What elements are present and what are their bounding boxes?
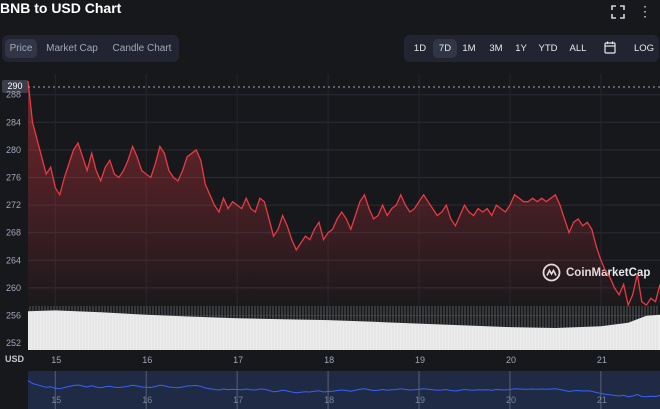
range-all-button[interactable]: ALL xyxy=(569,43,587,54)
navigator-tick-label: 21 xyxy=(597,395,607,405)
navigator-tick-label: 15 xyxy=(51,395,61,405)
y-tick-label: 256 xyxy=(6,311,21,321)
tab-price[interactable]: Price xyxy=(5,39,37,58)
y-tick-label: 268 xyxy=(6,228,21,238)
y-tick-label: 276 xyxy=(6,173,21,183)
tab-candle-chart[interactable]: Candle Chart xyxy=(112,43,172,54)
x-tick-label: 20 xyxy=(506,355,516,365)
price-area-fill xyxy=(28,80,660,307)
x-tick-label: 21 xyxy=(597,355,607,365)
current-price-label: 290 xyxy=(2,80,28,93)
log-scale-button[interactable]: LOG xyxy=(633,43,655,54)
navigator-tick-label: 20 xyxy=(506,395,516,405)
range-1d-button[interactable]: 1D xyxy=(413,43,427,54)
chart-title: BNB to USD Chart xyxy=(0,0,122,16)
calendar-icon[interactable] xyxy=(604,41,616,54)
navigator-tick-label: 16 xyxy=(142,395,152,405)
x-tick-label: 17 xyxy=(233,355,243,365)
y-tick-label: 260 xyxy=(6,283,21,293)
x-tick-label: 19 xyxy=(415,355,425,365)
range-ytd-button[interactable]: YTD xyxy=(538,43,558,54)
range-3m-button[interactable]: 3M xyxy=(489,43,503,54)
navigator-tick-label: 19 xyxy=(415,395,425,405)
x-tick-label: 15 xyxy=(51,355,61,365)
y-tick-label: 272 xyxy=(6,200,21,210)
axis-unit-label: USD xyxy=(5,354,25,364)
price-line xyxy=(27,80,660,308)
more-options-icon[interactable]: ⋮ xyxy=(638,3,652,19)
x-tick-label: 16 xyxy=(142,355,152,365)
fullscreen-icon[interactable] xyxy=(611,5,625,19)
navigator-tick-label: 17 xyxy=(233,395,243,405)
time-range-selector: 1D 7D 1M 3M 1Y YTD ALL LOG xyxy=(404,35,659,62)
range-1m-button[interactable]: 1M xyxy=(462,43,476,54)
y-tick-label: 280 xyxy=(6,145,21,155)
navigator-line xyxy=(27,380,660,398)
chart-type-tabs: Price Market Cap Candle Chart xyxy=(2,35,179,62)
y-tick-label: 264 xyxy=(6,255,21,265)
x-tick-label: 18 xyxy=(324,355,334,365)
navigator-tick-label: 18 xyxy=(324,395,334,405)
range-1y-button[interactable]: 1Y xyxy=(515,43,527,54)
y-tick-label: 252 xyxy=(6,338,21,348)
range-7d-button[interactable]: 7D xyxy=(433,39,457,58)
y-tick-label: 288 xyxy=(6,90,21,100)
y-tick-label: 284 xyxy=(6,117,21,127)
tab-market-cap[interactable]: Market Cap xyxy=(46,43,98,54)
